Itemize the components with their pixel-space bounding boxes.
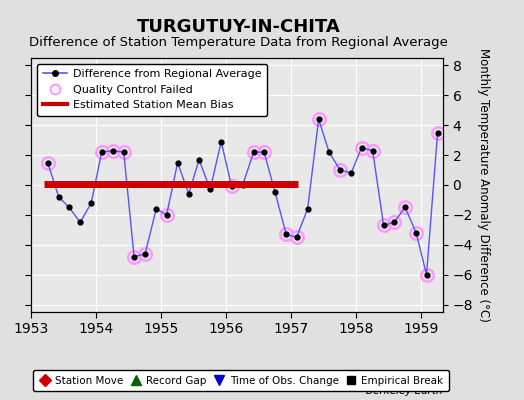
Text: Berkeley Earth: Berkeley Earth (366, 386, 443, 396)
Text: Difference of Station Temperature Data from Regional Average: Difference of Station Temperature Data f… (29, 36, 448, 49)
Legend: Station Move, Record Gap, Time of Obs. Change, Empirical Break: Station Move, Record Gap, Time of Obs. C… (33, 370, 449, 391)
Legend: Difference from Regional Average, Quality Control Failed, Estimated Station Mean: Difference from Regional Average, Qualit… (37, 64, 267, 116)
Y-axis label: Monthly Temperature Anomaly Difference (°C): Monthly Temperature Anomaly Difference (… (477, 48, 489, 322)
Text: TURGUTUY-IN-CHITA: TURGUTUY-IN-CHITA (137, 18, 340, 36)
